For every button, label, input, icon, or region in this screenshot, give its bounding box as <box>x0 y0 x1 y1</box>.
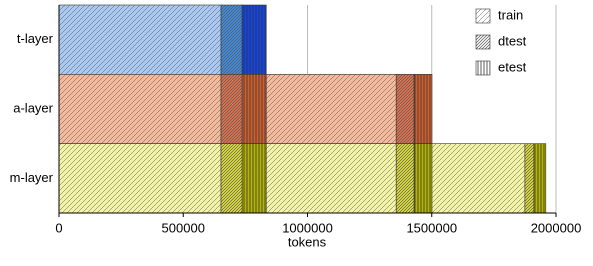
bar-segment <box>220 4 243 75</box>
bar-segment <box>220 74 243 144</box>
bar-segment <box>220 143 243 214</box>
legend-label: etest <box>498 59 527 74</box>
bar-segment <box>524 143 535 214</box>
bar-segment <box>533 143 547 214</box>
bar-segment <box>395 143 415 214</box>
legend-label: dtest <box>498 33 527 48</box>
bar-segment <box>265 74 397 144</box>
legend-swatch <box>475 60 491 76</box>
x-tick-label: 500000 <box>162 220 205 235</box>
x-tick-label: 2000000 <box>531 220 582 235</box>
bar-segment <box>58 143 222 214</box>
bar-segment <box>413 143 433 214</box>
x-tick-label: 1500000 <box>406 220 457 235</box>
legend-label: train <box>498 7 523 22</box>
bar-segment <box>265 143 397 214</box>
y-tick-label: t-layer <box>17 31 54 46</box>
bar-segment <box>395 74 415 144</box>
bar-segment <box>413 74 433 144</box>
bar-segment <box>58 4 222 75</box>
bar-segment <box>241 4 267 75</box>
legend-swatch <box>475 8 491 24</box>
bar-segment <box>241 74 267 144</box>
x-tick-label: 1000000 <box>282 220 333 235</box>
legend-swatch <box>475 34 491 50</box>
x-axis-label: tokens <box>288 234 327 249</box>
bar-segment <box>431 143 526 214</box>
bar-segment <box>58 74 222 144</box>
y-tick-label: a-layer <box>13 100 53 115</box>
y-tick-label: m-layer <box>10 170 54 185</box>
bar-segment <box>241 143 267 214</box>
x-tick-label: 0 <box>55 220 62 235</box>
